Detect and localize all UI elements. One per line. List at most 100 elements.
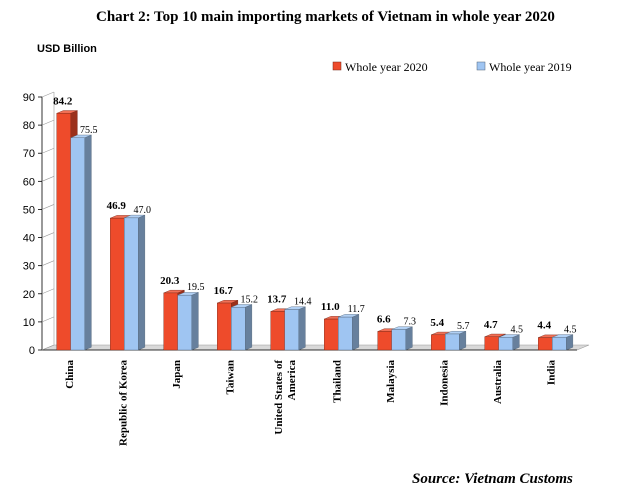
bar-2019 xyxy=(498,334,520,351)
bar-side-face xyxy=(352,314,360,351)
bar-side-face xyxy=(84,134,92,351)
bar-front-face xyxy=(124,217,139,351)
bar-front-face xyxy=(217,302,232,351)
x-tick-label: China xyxy=(64,360,76,389)
x-tick-label-text: India xyxy=(545,360,557,386)
x-tick-label-text: United States ofAmerica xyxy=(273,360,298,435)
y-tick-diagonal xyxy=(41,91,55,98)
chart-title: Chart 2: Top 10 main importing markets o… xyxy=(96,9,555,25)
bar-2019 xyxy=(177,292,199,351)
data-label-2019: 19.5 xyxy=(187,282,205,293)
data-label-2019: 75.5 xyxy=(80,125,98,136)
bar-front-face xyxy=(338,316,353,351)
bar-front-face xyxy=(284,309,299,351)
y-tick-label: 0 xyxy=(29,345,35,357)
y-tick-label: 90 xyxy=(23,92,35,104)
y-tick-label: 20 xyxy=(23,289,35,301)
x-tick-label-text: Australia xyxy=(492,360,504,405)
x-tick-label-text: Malaysia xyxy=(385,360,397,403)
x-tick-label-text: China xyxy=(64,360,76,389)
x-tick-label-line: United States of xyxy=(273,360,285,435)
bar-side-face xyxy=(459,330,467,351)
data-label-2019: 4.5 xyxy=(564,324,577,335)
x-tick-label-line: America xyxy=(286,360,298,401)
y-tick-diagonal xyxy=(41,119,55,126)
y-tick-label: 70 xyxy=(23,148,35,160)
legend-label: Whole year 2019 xyxy=(489,60,572,74)
bar-side-face xyxy=(138,214,146,351)
y-tick-label: 60 xyxy=(23,176,35,188)
data-label-2020: 4.4 xyxy=(537,320,551,332)
bar-2019 xyxy=(338,314,360,351)
bar-2019 xyxy=(231,304,253,351)
legend: Whole year 2020 Whole year 2019 xyxy=(332,60,572,74)
y-tick-diagonal xyxy=(41,288,55,295)
bar-front-face xyxy=(177,294,192,351)
y-tick-diagonal xyxy=(41,344,55,351)
bar-front-face xyxy=(163,292,178,351)
x-tick-label: Malaysia xyxy=(385,360,397,403)
bar-2019 xyxy=(552,334,574,351)
data-label-2019: 15.2 xyxy=(241,294,259,305)
bar-2019 xyxy=(445,330,467,351)
y-tick-diagonal xyxy=(41,204,55,210)
y-tick-label: 80 xyxy=(23,120,35,132)
bar-front-face xyxy=(431,334,446,351)
bar-front-face xyxy=(552,337,567,351)
legend-swatch xyxy=(332,61,342,71)
y-tick-label: 40 xyxy=(23,233,35,245)
data-label-2019: 4.5 xyxy=(511,324,524,335)
x-axis-ticks: China Republic of Korea Japan Taiwan United … xyxy=(64,360,558,446)
y-unit-label: USD Billion xyxy=(37,43,97,55)
y-tick-diagonal xyxy=(41,232,55,238)
y-tick-label: 50 xyxy=(23,204,35,216)
y-tick-diagonal xyxy=(41,176,55,182)
source-note: Source: Vietnam Customs xyxy=(412,471,573,487)
x-tick-label: Australia xyxy=(492,360,504,405)
data-label-2020: 6.6 xyxy=(377,313,391,325)
bar-side-face xyxy=(191,292,199,351)
y-tick-diagonal xyxy=(41,260,55,266)
data-label-2020: 5.4 xyxy=(430,317,444,329)
bar-front-face xyxy=(377,331,392,351)
x-tick-label-text: Republic of Korea xyxy=(117,360,129,446)
y-tick-label: 30 xyxy=(23,261,35,273)
data-label-2020: 13.7 xyxy=(267,293,287,305)
data-label-2020: 84.2 xyxy=(53,95,73,107)
bar-side-face xyxy=(405,326,413,351)
data-label-2020: 46.9 xyxy=(107,200,127,212)
bar-front-face xyxy=(56,113,71,351)
data-label-2019: 47.0 xyxy=(134,205,152,216)
bars xyxy=(56,110,574,351)
x-tick-label: Republic of Korea xyxy=(117,360,129,446)
data-labels: 84.2 75.5 46.9 47.0 20.3 19.5 16.7 15.2 13.7 14.4… xyxy=(53,95,576,335)
bar-side-face xyxy=(298,306,306,351)
x-tick-label: Indonesia xyxy=(438,360,450,406)
x-tick-label: India xyxy=(545,360,557,386)
bar-front-face xyxy=(538,337,553,351)
bar-front-face xyxy=(324,318,339,351)
data-label-2020: 4.7 xyxy=(484,319,498,331)
legend-label: Whole year 2020 xyxy=(345,60,428,74)
bar-front-face xyxy=(498,337,513,351)
bar-2019 xyxy=(124,214,146,351)
bar-front-face xyxy=(270,311,285,351)
bar-front-face xyxy=(445,333,460,351)
y-tick-diagonal xyxy=(41,147,55,154)
data-label-2020: 16.7 xyxy=(214,285,234,297)
bar-2019 xyxy=(70,134,92,351)
x-tick-label: United States ofAmerica xyxy=(273,360,298,435)
data-label-2020: 20.3 xyxy=(160,275,180,287)
bar-2019 xyxy=(284,306,306,351)
legend-swatch xyxy=(476,61,486,71)
bar-front-face xyxy=(231,307,246,351)
data-label-2020: 11.0 xyxy=(321,301,340,313)
x-tick-label: Japan xyxy=(171,360,183,389)
bar-side-face xyxy=(245,304,253,351)
bar-front-face xyxy=(110,217,125,351)
bar-front-face xyxy=(484,336,499,351)
data-label-2019: 14.4 xyxy=(294,297,312,308)
bar-2019 xyxy=(391,326,413,351)
